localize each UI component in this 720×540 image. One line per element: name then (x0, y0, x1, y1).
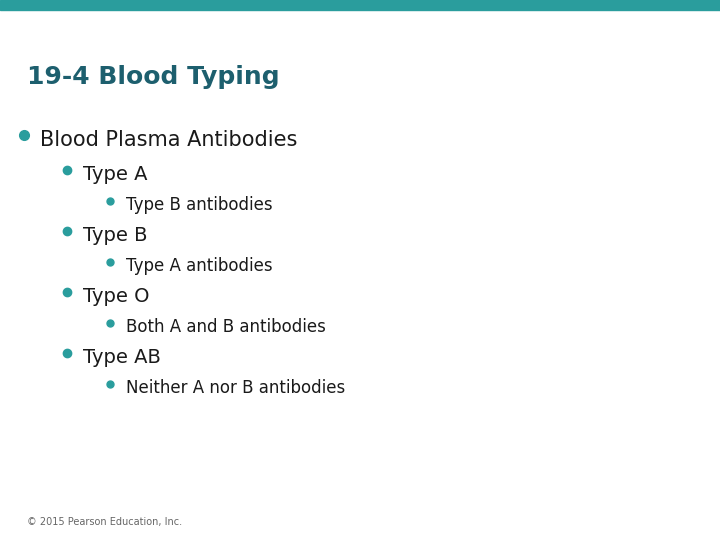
Text: © 2015 Pearson Education, Inc.: © 2015 Pearson Education, Inc. (27, 516, 182, 526)
Text: Type AB: Type AB (83, 348, 161, 367)
Text: Type A: Type A (83, 165, 148, 184)
Text: Type O: Type O (83, 287, 149, 306)
Text: Neither A nor B antibodies: Neither A nor B antibodies (126, 379, 346, 397)
Text: Type A antibodies: Type A antibodies (126, 257, 273, 275)
Text: Both A and B antibodies: Both A and B antibodies (126, 318, 326, 336)
Text: Type B: Type B (83, 226, 148, 245)
Text: Type B antibodies: Type B antibodies (126, 196, 273, 214)
Text: Blood Plasma Antibodies: Blood Plasma Antibodies (40, 130, 297, 150)
Bar (0, 0, 720, 10)
Text: 19-4 Blood Typing: 19-4 Blood Typing (27, 65, 280, 89)
